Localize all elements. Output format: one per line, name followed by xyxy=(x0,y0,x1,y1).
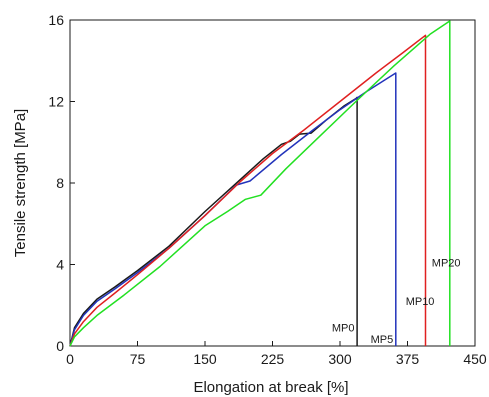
axis-ticks xyxy=(69,19,476,347)
series-line-mp10 xyxy=(69,34,427,347)
x-tick-label: 225 xyxy=(261,351,285,367)
series-labels: MP0 MP5 MP10 MP20 xyxy=(332,257,461,345)
x-tick-label: 150 xyxy=(193,351,217,367)
axis-tick-labels: 0 75 150 225 300 375 450 0 4 8 12 16 xyxy=(48,12,486,367)
x-tick-label: 0 xyxy=(66,351,74,367)
series-label-mp0: MP0 xyxy=(332,323,355,335)
x-tick-label: 450 xyxy=(463,351,487,367)
series-line-mp0 xyxy=(69,96,358,347)
series-label-mp10: MP10 xyxy=(406,296,435,308)
x-tick-label: 75 xyxy=(130,351,146,367)
y-tick-label: 8 xyxy=(56,175,64,191)
series-label-mp20: MP20 xyxy=(432,257,461,269)
y-tick-label: 12 xyxy=(48,94,64,110)
series-label-mp5: MP5 xyxy=(371,334,394,346)
y-tick-label: 0 xyxy=(56,338,64,354)
x-axis-title: Elongation at break [%] xyxy=(193,379,348,396)
y-axis-title: Tensile strength [MPa] xyxy=(12,109,29,257)
x-tick-label: 300 xyxy=(328,351,352,367)
y-tick-label: 16 xyxy=(48,12,64,28)
series-line-mp20 xyxy=(69,20,451,347)
series-line-mp5 xyxy=(69,72,397,347)
series-lines xyxy=(69,20,451,347)
y-tick-label: 4 xyxy=(56,257,64,273)
x-tick-label: 375 xyxy=(396,351,420,367)
